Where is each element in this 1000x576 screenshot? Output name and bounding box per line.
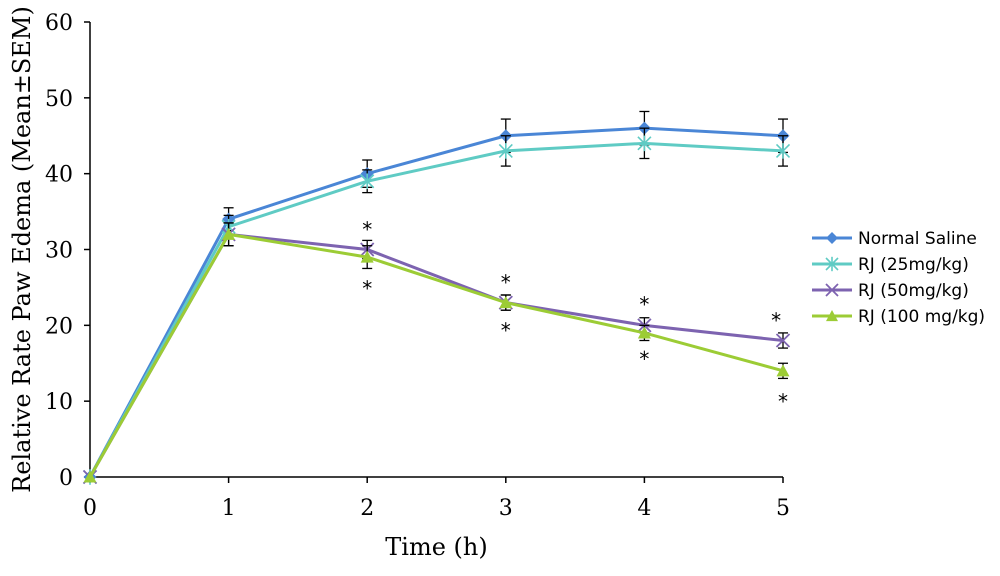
chart-axes xyxy=(89,22,783,478)
y-tick-label: 50 xyxy=(45,87,73,112)
legend-item: RJ (100 mg/kg) xyxy=(812,307,985,327)
significance-asterisk: * xyxy=(639,293,649,317)
legend-label: RJ (100 mg/kg) xyxy=(858,307,985,327)
x-axis-title: Time (h) xyxy=(385,533,487,561)
legend-label: RJ (25mg/kg) xyxy=(858,255,969,275)
x-tick-label: 3 xyxy=(499,496,513,521)
series-line xyxy=(88,232,784,478)
data-point xyxy=(826,232,838,244)
y-tick-label: 40 xyxy=(45,163,73,188)
y-tick-label: 20 xyxy=(45,314,73,339)
data-point xyxy=(775,333,791,348)
data-point xyxy=(825,283,839,297)
data-point xyxy=(826,310,838,322)
legend-label: Normal Saline xyxy=(858,229,977,249)
data-point xyxy=(776,364,790,377)
legend-item: RJ (50mg/kg) xyxy=(812,281,969,301)
significance-asterisk: * xyxy=(639,347,649,371)
x-tick-label: 1 xyxy=(222,496,236,521)
x-tick-label: 4 xyxy=(637,496,651,521)
x-tick-label: 2 xyxy=(360,496,374,521)
legend-label: RJ (50mg/kg) xyxy=(858,281,969,301)
significance-asterisk: * xyxy=(362,277,372,301)
data-point xyxy=(775,143,791,159)
data-point xyxy=(637,135,652,152)
legend-item: Normal Saline xyxy=(812,229,977,249)
data-point xyxy=(499,296,513,309)
x-tick-label: 0 xyxy=(83,496,97,521)
y-tick-label: 30 xyxy=(45,239,73,264)
y-axis-ticks: 0 10 20 30 40 50 60 xyxy=(45,11,90,491)
series-line xyxy=(88,126,784,478)
significance-asterisk: * xyxy=(778,390,788,414)
data-point xyxy=(360,173,375,190)
significance-asterisk: * xyxy=(771,308,781,332)
y-tick-label: 60 xyxy=(45,11,73,36)
y-tick-label: 10 xyxy=(45,390,73,415)
x-tick-label: 5 xyxy=(776,496,790,521)
series-layer xyxy=(82,110,791,485)
series-3 xyxy=(82,222,791,485)
series-line xyxy=(88,141,784,478)
significance-asterisk: * xyxy=(501,271,511,295)
data-point xyxy=(360,250,374,263)
significance-asterisk: * xyxy=(501,318,511,342)
series-2 xyxy=(82,127,791,485)
chart-legend: Normal Saline RJ (25mg/kg) RJ (50mg/kg) RJ … xyxy=(812,229,985,327)
data-point xyxy=(637,326,651,339)
legend-item: RJ (25mg/kg) xyxy=(812,255,969,275)
significance-asterisk: * xyxy=(362,217,372,241)
series-4 xyxy=(83,222,790,483)
y-axis-title: Relative Rate Paw Edema (Mean±SEM) xyxy=(8,6,36,493)
series-line xyxy=(88,232,784,478)
data-point xyxy=(222,227,236,240)
significance-annotations: * * * * * * * * xyxy=(362,217,788,413)
data-point xyxy=(825,256,839,272)
x-axis-ticks: 0 1 2 3 4 5 xyxy=(83,477,790,521)
data-point xyxy=(498,143,513,159)
data-point xyxy=(83,470,97,483)
y-tick-label: 0 xyxy=(59,466,73,491)
